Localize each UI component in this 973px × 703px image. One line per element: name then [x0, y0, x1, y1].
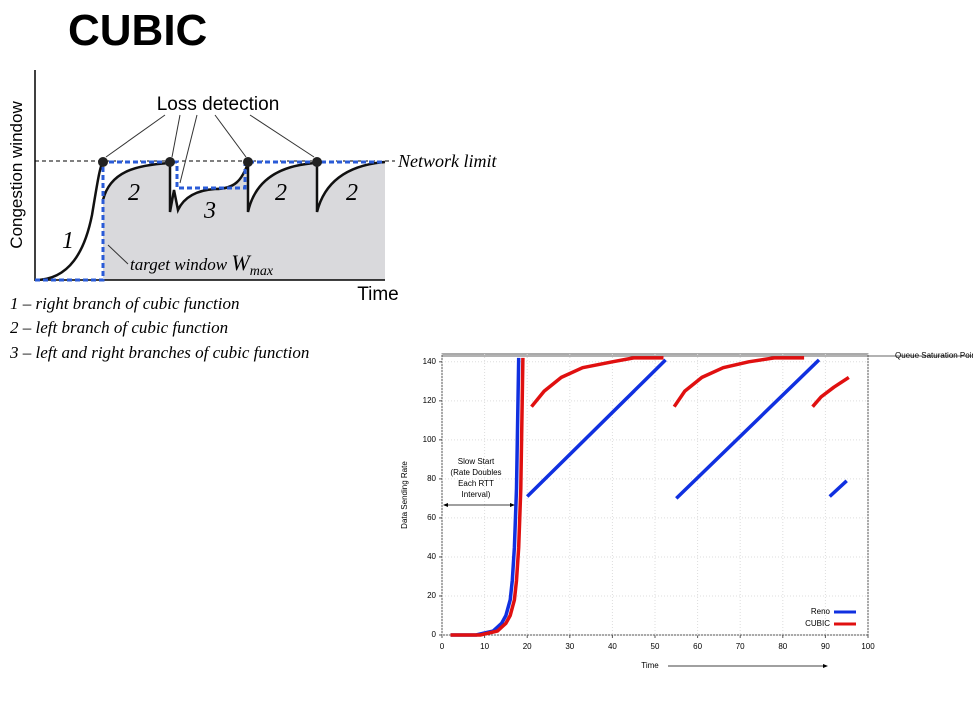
- x-tick-label: 20: [523, 642, 532, 651]
- x-tick-label: 100: [861, 642, 875, 651]
- diagram-legend: 1 – right branch of cubic function 2 – l…: [9, 294, 309, 362]
- x-tick-label: 30: [565, 642, 574, 651]
- phase-label: 2: [275, 180, 287, 206]
- cwnd-curve: [34, 160, 386, 282]
- legend-line: 2 – left branch of cubic function: [10, 318, 228, 337]
- annotation-text: Slow Start: [458, 457, 495, 466]
- annotation-text: (Rate Doubles: [450, 468, 501, 477]
- arrow-head: [823, 664, 828, 668]
- x-tick-label: 80: [778, 642, 787, 651]
- wmax: W: [231, 250, 251, 275]
- y-tick-label: 40: [427, 552, 436, 561]
- legend-label: CUBIC: [805, 619, 830, 628]
- target-window-line: [35, 160, 385, 282]
- y-label: Congestion window: [7, 101, 26, 249]
- cubic-diagram: Loss detection Network limit Congestion …: [7, 70, 497, 362]
- phase-label: 3: [203, 198, 216, 224]
- phase-label: 1: [62, 228, 74, 254]
- x-tick-label: 70: [736, 642, 745, 651]
- loss-points: [98, 157, 322, 167]
- legend-label: Reno: [811, 607, 831, 616]
- y-tick-label: 0: [432, 630, 437, 639]
- phase-labels: 1 2 3 2 2: [62, 180, 358, 254]
- limit-label: Network limit: [397, 151, 497, 171]
- x-tick-label: 0: [440, 642, 445, 651]
- x-tick-label: 50: [651, 642, 660, 651]
- legend-line: 1 – right branch of cubic function: [10, 294, 239, 313]
- loss-label: Loss detection: [157, 94, 280, 115]
- y-axis-label: Data Sending Rate: [400, 461, 409, 529]
- x-label: Time: [357, 284, 399, 305]
- series-line: [450, 356, 850, 637]
- annotation-text: Interval): [462, 490, 491, 499]
- y-tick-label: 20: [427, 591, 436, 600]
- y-tick-label: 140: [423, 357, 437, 366]
- shaded-area: [103, 162, 385, 280]
- x-tick-label: 10: [480, 642, 489, 651]
- y-tick-label: 60: [427, 513, 436, 522]
- x-axis-label: Time: [641, 661, 659, 670]
- target-label: target window Wmax: [130, 250, 274, 279]
- saturation-label: Queue Saturation Point: [895, 351, 973, 360]
- x-tick-label: 60: [693, 642, 702, 651]
- phase-label: 2: [128, 180, 140, 206]
- phase-label: 2: [346, 180, 358, 206]
- series-line: [450, 357, 848, 637]
- y-tick-label: 100: [423, 435, 437, 444]
- loss-pointers: [105, 114, 315, 184]
- legend-line: 3 – left and right branches of cubic fun…: [9, 343, 309, 362]
- slide-title: CUBIC: [68, 6, 207, 55]
- target-text: target window: [130, 255, 231, 274]
- x-tick-label: 40: [608, 642, 617, 651]
- target-pointer: [107, 244, 129, 265]
- x-tick-label: 90: [821, 642, 830, 651]
- y-tick-label: 120: [423, 396, 437, 405]
- y-tick-label: 80: [427, 474, 436, 483]
- chart: 0 10 20 30 40 50 60 70 80 90 100 0 20 40 60 80 100 120 140…: [400, 351, 973, 670]
- wmax-sub: max: [250, 264, 274, 279]
- annotation-text: Each RTT: [458, 479, 494, 488]
